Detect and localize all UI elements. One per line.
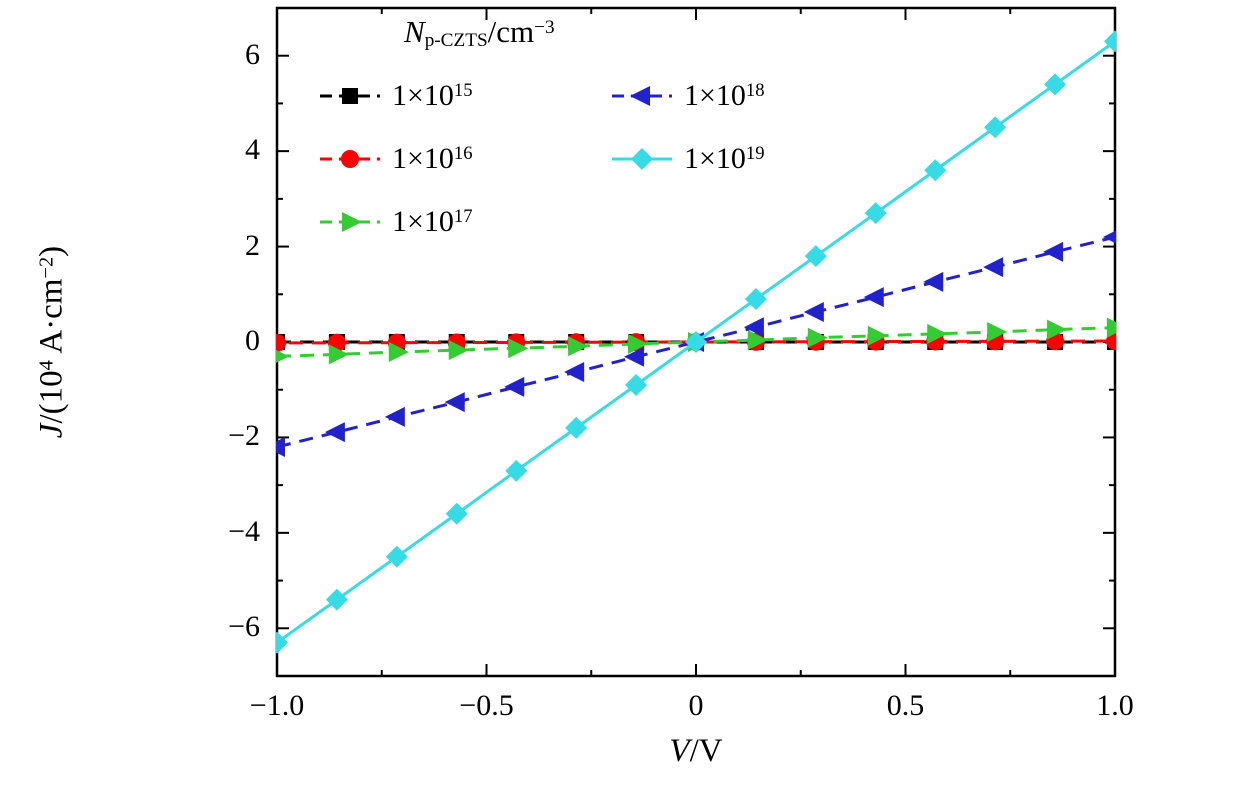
circle-marker-icon — [276, 333, 286, 352]
y-tick-label: 4 — [245, 133, 260, 167]
triangle-left-marker-icon — [324, 422, 345, 443]
triangle-left-marker-icon — [983, 257, 1004, 278]
legend-title: Np-CZTS/cm−3 — [404, 14, 555, 51]
diamond-marker-icon — [385, 545, 408, 568]
triangle-left-marker-icon — [630, 85, 650, 106]
legend-glyph-square-icon — [320, 87, 380, 104]
legend-glyph-triangle-right-icon — [320, 211, 380, 232]
legend-glyph-circle-icon — [320, 149, 380, 168]
triangle-left-marker-icon — [444, 392, 465, 413]
diamond-marker-icon — [325, 588, 348, 611]
legend-entry-1e19: 1×1019 — [610, 127, 765, 190]
series-1e19 — [276, 30, 1116, 654]
diamond-marker-icon — [625, 373, 648, 396]
legend-entry-1e16: 1×1016 — [318, 127, 610, 190]
y-tick-label: 2 — [245, 228, 260, 262]
series-line-1e18 — [276, 235, 1116, 449]
triangle-left-marker-icon — [1103, 230, 1116, 244]
legend-entry-1e17: 1×1017 — [318, 190, 610, 253]
diamond-marker-icon — [924, 159, 947, 182]
legend: Np-CZTS/cm−3 1×1015 1×1016 1×1017 1×1018… — [318, 14, 765, 253]
triangle-left-marker-icon — [564, 362, 585, 383]
triangle-right-marker-icon — [328, 344, 349, 365]
triangle-right-marker-icon — [747, 330, 768, 351]
legend-label: 1×1018 — [684, 78, 765, 112]
diamond-marker-icon — [505, 459, 528, 482]
y-axis-title: J/(104 A·cm−2) — [33, 245, 70, 439]
triangle-right-marker-icon — [342, 211, 362, 232]
legend-label: 1×1017 — [392, 204, 473, 238]
legend-glyph-diamond-icon — [612, 147, 672, 170]
triangle-right-marker-icon — [448, 340, 469, 361]
diamond-marker-icon — [804, 245, 827, 268]
triangle-left-marker-icon — [863, 287, 884, 308]
legend-label: 1×1015 — [392, 78, 473, 112]
diamond-marker-icon — [1044, 73, 1067, 96]
diamond-marker-icon — [744, 288, 767, 311]
y-tick-label: 6 — [245, 37, 260, 71]
y-tick-label: −4 — [228, 514, 260, 548]
x-tick-label: −1.0 — [249, 689, 305, 722]
triangle-right-marker-icon — [1107, 317, 1116, 338]
x-tick-label: −0.5 — [459, 689, 514, 722]
diamond-marker-icon — [276, 631, 288, 654]
triangle-left-marker-icon — [624, 346, 645, 367]
square-marker-icon — [342, 87, 358, 104]
diamond-marker-icon — [685, 331, 707, 353]
diamond-marker-icon — [565, 416, 588, 439]
legend-label: 1×1016 — [392, 141, 473, 175]
x-tick-label: 0.5 — [886, 689, 925, 722]
triangle-right-marker-icon — [807, 327, 828, 348]
legend-entry-1e15: 1×1015 — [318, 64, 610, 127]
triangle-left-marker-icon — [803, 301, 824, 322]
triangle-right-marker-icon — [276, 349, 289, 363]
triangle-left-marker-icon — [1043, 241, 1064, 262]
legend-entry-1e18: 1×1018 — [610, 64, 765, 127]
diamond-marker-icon — [631, 147, 653, 170]
triangle-right-marker-icon — [867, 325, 888, 346]
x-axis-title: V/V — [669, 733, 723, 769]
x-tick-label: 0 — [688, 689, 704, 722]
legend-glyph-triangle-left-icon — [612, 85, 672, 106]
series-line-1e16 — [276, 339, 1116, 345]
legend-label: 1×1019 — [684, 141, 765, 175]
legend-entries: 1×1015 1×1016 1×1017 1×1018 1×1019 — [318, 64, 765, 253]
x-tick-label: 1.0 — [1096, 689, 1134, 722]
y-tick-label: −6 — [228, 610, 260, 644]
diamond-marker-icon — [445, 502, 468, 525]
triangle-right-marker-icon — [388, 342, 409, 363]
y-tick-label: 0 — [245, 324, 260, 357]
circle-marker-icon — [341, 149, 359, 168]
triangle-left-marker-icon — [743, 317, 764, 338]
triangle-right-marker-icon — [927, 323, 948, 344]
triangle-right-marker-icon — [568, 336, 589, 357]
triangle-left-marker-icon — [276, 436, 285, 457]
triangle-left-marker-icon — [923, 271, 944, 292]
diamond-marker-icon — [864, 202, 887, 225]
triangle-right-marker-icon — [508, 338, 529, 359]
diamond-marker-icon — [984, 116, 1007, 139]
y-tick-label: −2 — [228, 419, 260, 453]
diamond-marker-icon — [1104, 30, 1116, 53]
triangle-left-marker-icon — [504, 376, 525, 397]
triangle-right-marker-icon — [1047, 319, 1068, 340]
triangle-right-marker-icon — [628, 333, 649, 354]
triangle-left-marker-icon — [384, 406, 405, 427]
triangle-right-marker-icon — [987, 321, 1008, 342]
